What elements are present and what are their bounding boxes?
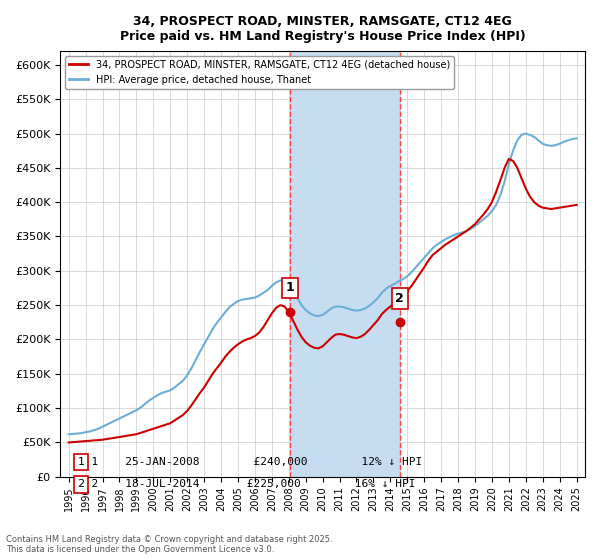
Text: Contains HM Land Registry data © Crown copyright and database right 2025.
This d: Contains HM Land Registry data © Crown c… (6, 535, 332, 554)
Text: 2: 2 (395, 292, 404, 305)
Legend: 34, PROSPECT ROAD, MINSTER, RAMSGATE, CT12 4EG (detached house), HPI: Average pr: 34, PROSPECT ROAD, MINSTER, RAMSGATE, CT… (65, 56, 454, 88)
Text: 1: 1 (286, 282, 295, 295)
Text: 1    25-JAN-2008        £240,000        12% ↓ HPI: 1 25-JAN-2008 £240,000 12% ↓ HPI (78, 457, 422, 467)
Text: 2    18-JUL-2014       £225,000        16% ↓ HPI: 2 18-JUL-2014 £225,000 16% ↓ HPI (78, 479, 415, 489)
Text: 2: 2 (77, 479, 85, 489)
Bar (290, 51, 400, 477)
Title: 34, PROSPECT ROAD, MINSTER, RAMSGATE, CT12 4EG
Price paid vs. HM Land Registry's: 34, PROSPECT ROAD, MINSTER, RAMSGATE, CT… (120, 15, 526, 43)
Text: 1: 1 (77, 457, 85, 467)
